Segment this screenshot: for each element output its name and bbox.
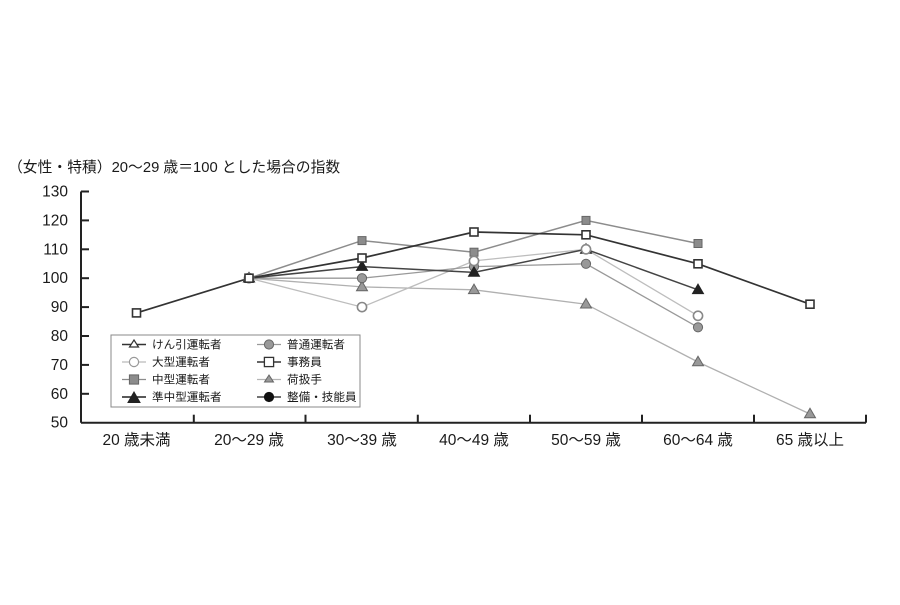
svg-text:大型運転者: 大型運転者 — [152, 356, 210, 369]
svg-text:130: 130 — [42, 184, 68, 201]
svg-text:100: 100 — [42, 270, 68, 287]
svg-text:荷扱手: 荷扱手 — [287, 374, 322, 387]
svg-text:90: 90 — [51, 299, 69, 316]
svg-text:事務員: 事務員 — [287, 356, 322, 369]
svg-text:50: 50 — [51, 415, 69, 432]
svg-text:65 歳以上: 65 歳以上 — [776, 431, 844, 449]
svg-text:20 歳未満: 20 歳未満 — [102, 431, 170, 449]
svg-text:けん引運転者: けん引運転者 — [152, 339, 222, 352]
svg-text:整備・技能員: 整備・技能員 — [287, 390, 357, 404]
svg-text:70: 70 — [51, 357, 69, 374]
svg-text:110: 110 — [43, 241, 68, 258]
svg-text:30〜39 歳: 30〜39 歳 — [327, 431, 397, 449]
svg-text:準中型運転者: 準中型運転者 — [152, 391, 222, 404]
svg-text:60: 60 — [51, 386, 69, 403]
svg-text:120: 120 — [42, 212, 68, 229]
svg-text:（女性・特積）20〜29 歳＝100 とした場合の指数: （女性・特積）20〜29 歳＝100 とした場合の指数 — [8, 158, 340, 176]
svg-text:60〜64 歳: 60〜64 歳 — [663, 431, 733, 449]
svg-text:50〜59 歳: 50〜59 歳 — [551, 431, 621, 449]
svg-text:20〜29 歳: 20〜29 歳 — [214, 431, 284, 449]
svg-text:中型運転者: 中型運転者 — [152, 374, 210, 387]
svg-text:80: 80 — [51, 328, 69, 345]
svg-text:40〜49 歳: 40〜49 歳 — [439, 431, 509, 449]
svg-text:普通運転者: 普通運転者 — [287, 339, 345, 352]
